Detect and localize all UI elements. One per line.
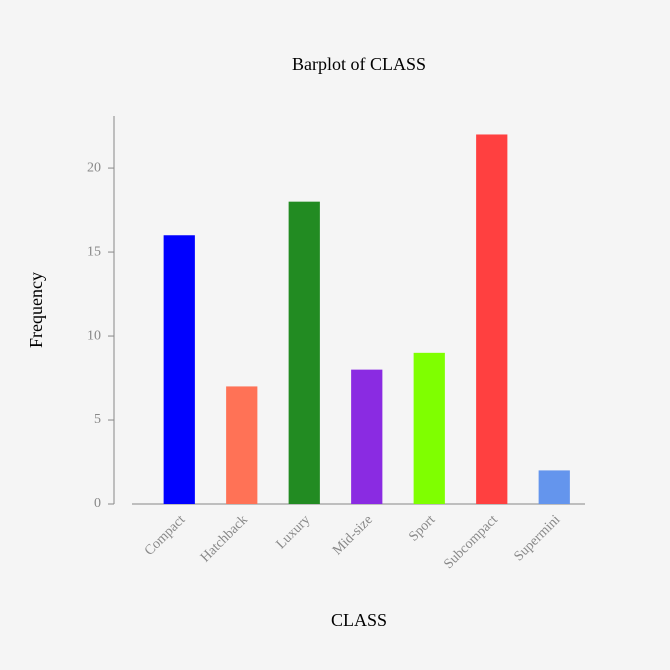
bar <box>226 386 258 504</box>
bar <box>163 235 195 504</box>
y-tick-label: 20 <box>87 160 101 175</box>
x-axis-label: CLASS <box>331 610 387 630</box>
y-axis-label: Frequency <box>26 272 46 348</box>
chart-title: Barplot of CLASS <box>292 54 426 74</box>
y-tick-label: 15 <box>87 244 101 259</box>
y-tick-label: 5 <box>94 412 101 427</box>
bar <box>413 352 445 504</box>
bar <box>538 470 570 504</box>
y-tick-label: 0 <box>94 496 101 511</box>
bar <box>476 134 508 504</box>
bar <box>288 201 320 504</box>
bar <box>351 369 383 504</box>
y-tick-label: 10 <box>87 328 101 343</box>
